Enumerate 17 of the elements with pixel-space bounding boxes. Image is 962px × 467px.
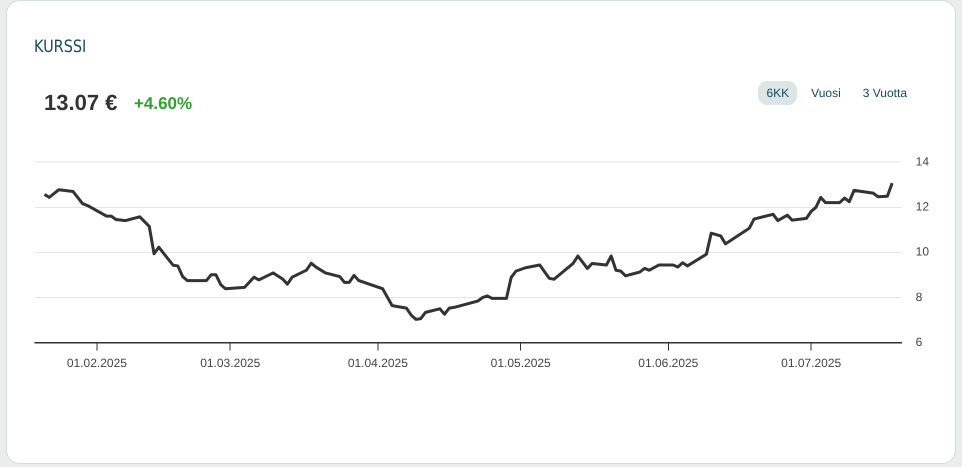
text: +4.60%: [134, 94, 192, 114]
chart-title: KURSSI: [34, 37, 86, 57]
y-tick-label: 10: [916, 244, 930, 259]
y-tick-label: 6: [916, 334, 923, 349]
text: 6KK: [758, 81, 798, 105]
x-tick-label: 01.04.2025: [348, 356, 408, 370]
x-tick-label: 01.03.2025: [200, 356, 261, 370]
y-tick-label: 12: [916, 200, 930, 214]
x-tick-label: 01.02.2025: [66, 356, 128, 370]
x-tick-label: 01.07.2025: [781, 356, 842, 370]
text: Vuosi: [810, 85, 842, 102]
y-tick-label: 14: [916, 154, 930, 169]
x-tick-label: 01.06.2025: [638, 356, 699, 370]
text: 3 Vuotta: [862, 85, 908, 102]
chart-subtitle: 13.07 €: [44, 90, 118, 116]
y-tick-label: 8: [916, 290, 923, 304]
x-tick-label: 01.05.2025: [490, 356, 552, 370]
